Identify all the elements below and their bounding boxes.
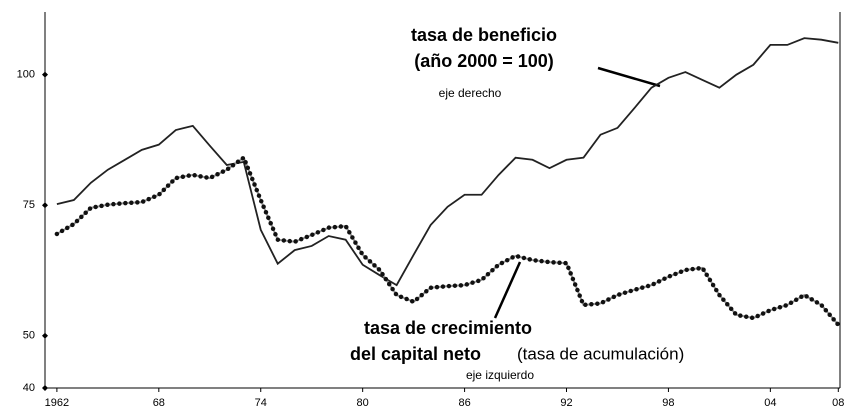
y-tick-label: 40 [23,382,35,394]
line [56,37,839,287]
x-tick-label: 1962 [45,397,69,409]
line-dots [54,154,841,328]
y-tick-mark [42,385,48,391]
annotation: (tasa de acumulación) [517,344,684,363]
y-tick-mark [42,71,48,78]
annotation: (año 2000 = 100) [414,51,554,71]
y-tick-mark [42,332,48,339]
annotation-arrow [493,261,522,319]
x-tick-label: 68 [153,397,165,409]
x-tick-label: 08 [832,397,844,409]
y-tick-mark [42,202,48,209]
x-tick-label: 04 [764,397,776,409]
x-tick-label: 74 [255,397,267,409]
y-tick-label: 50 [23,330,35,342]
x-tick-label: 86 [458,397,470,409]
annotation: del capital neto [350,344,481,364]
y-tick-label: 100 [17,69,35,81]
annotation: eje derecho [439,86,502,100]
x-tick-label: 80 [357,397,369,409]
x-tick-label: 92 [560,397,572,409]
annotation: eje izquierdo [466,368,534,382]
annotation-arrow [597,66,661,88]
x-tick-label: 98 [662,397,674,409]
y-tick-label: 75 [23,199,35,211]
annotation: tasa de beneficio [411,25,557,45]
annotation: tasa de crecimiento [364,318,532,338]
